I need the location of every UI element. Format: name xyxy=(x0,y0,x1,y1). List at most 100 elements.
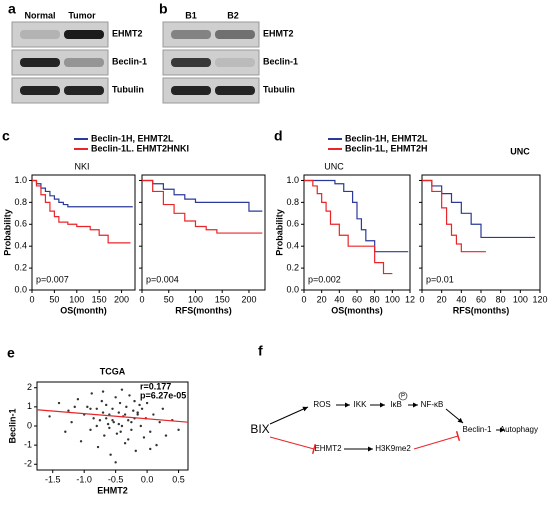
legend-label: Beclin-1L, EHMT2H xyxy=(345,143,428,153)
x-tick-label: 200 xyxy=(241,294,256,304)
scatter-point xyxy=(103,434,106,437)
x-tick-label: 120 xyxy=(532,294,547,304)
protein-label: Tubulin xyxy=(112,84,144,94)
chart-title: UNC xyxy=(324,161,344,171)
arrow-head xyxy=(500,427,505,433)
y-tick-label: 2 xyxy=(27,382,32,392)
survival-curve xyxy=(304,179,409,253)
inhibit-bar xyxy=(311,443,317,455)
plot-frame xyxy=(31,174,136,291)
blot-band xyxy=(171,86,211,95)
scatter-point xyxy=(112,420,115,424)
scatter-point xyxy=(100,399,104,403)
y-tick-label: 1.0 xyxy=(286,175,299,185)
phospho-circle xyxy=(398,391,408,401)
scatter-point xyxy=(128,394,131,397)
x-axis-label: OS(month) xyxy=(60,305,107,315)
blot-band xyxy=(171,58,211,67)
scatter-point xyxy=(95,424,98,428)
scatter-point xyxy=(70,420,73,424)
pathway-node: IKK xyxy=(354,400,368,409)
lane-label: Tumor xyxy=(68,10,96,20)
scatter-point xyxy=(76,398,80,401)
scatter-point xyxy=(67,409,70,412)
scatter-point xyxy=(152,413,155,416)
annotation: r=0.177 xyxy=(140,381,171,391)
x-tick-label: -1.5 xyxy=(45,474,61,484)
scatter-point xyxy=(111,419,114,422)
scatter-point xyxy=(114,396,117,399)
arrow-head xyxy=(380,402,385,408)
scatter-point xyxy=(117,411,120,414)
arrow-head xyxy=(302,406,308,412)
x-tick-label: 60 xyxy=(476,294,486,304)
blot-band xyxy=(171,30,211,39)
survival-curve xyxy=(142,179,263,212)
x-axis-label: EHMT2 xyxy=(97,485,128,495)
scatter-point xyxy=(140,407,144,410)
arrow-head xyxy=(368,446,373,452)
panel-label: d xyxy=(274,128,283,144)
fit-line xyxy=(36,409,189,423)
scatter-point xyxy=(109,453,112,456)
y-tick-label: 0.4 xyxy=(286,241,299,251)
scatter-point xyxy=(120,424,124,428)
scatter-point xyxy=(89,407,92,410)
x-tick-label: 80 xyxy=(370,294,380,304)
annotation: p=6.27e-05 xyxy=(140,390,186,400)
scatter-point xyxy=(106,422,110,426)
blot-band xyxy=(64,30,104,39)
y-tick-label: 0.6 xyxy=(14,219,27,229)
survival-curve xyxy=(142,179,263,234)
scatter-point xyxy=(125,405,128,409)
scatter-point xyxy=(142,436,146,439)
x-tick-label: 0.5 xyxy=(172,474,185,484)
scatter-point xyxy=(161,407,165,410)
scatter-point xyxy=(120,388,124,391)
y-tick-label: 1.0 xyxy=(14,175,27,185)
scatter-point xyxy=(90,392,93,395)
y-tick-label: 1 xyxy=(27,401,32,411)
lane-label: Normal xyxy=(24,10,55,20)
x-tick-label: 12 xyxy=(405,294,415,304)
scatter-point xyxy=(149,430,152,433)
lane-label: B2 xyxy=(227,10,239,20)
scatter-point xyxy=(114,461,117,464)
scatter-point xyxy=(133,399,136,403)
y-tick-label: 0.2 xyxy=(286,262,299,272)
x-axis-label: RFS(months) xyxy=(453,305,510,315)
y-tick-label: 0.4 xyxy=(14,241,27,251)
x-tick-label: 0 xyxy=(29,294,34,304)
y-tick-label: 0.6 xyxy=(286,219,299,229)
blot-band xyxy=(215,58,255,67)
legend-label: Beclin-1L. EHMT2HNKI xyxy=(91,143,189,153)
scatter-point xyxy=(134,449,137,453)
pathway-node: Autophagy xyxy=(500,425,538,434)
scatter-point xyxy=(123,413,127,416)
annotation: p=0.01 xyxy=(426,274,454,284)
scatter-point xyxy=(155,443,158,447)
protein-label: Beclin-1 xyxy=(263,56,298,66)
survival-curve xyxy=(32,179,133,208)
scatter-point xyxy=(127,438,130,441)
arrow-head xyxy=(345,402,350,408)
panel-label: f xyxy=(258,343,263,359)
chart-title: NKI xyxy=(74,161,89,171)
blot-band xyxy=(20,30,60,39)
scatter-point xyxy=(136,413,139,416)
scatter-point xyxy=(119,430,122,433)
scatter-point xyxy=(130,420,133,424)
y-tick-label: 0 xyxy=(27,420,32,430)
chart-title: UNC xyxy=(510,146,530,156)
x-tick-label: 40 xyxy=(334,294,344,304)
scatter-point xyxy=(132,409,135,412)
scatter-point xyxy=(130,428,133,432)
x-tick-label: 100 xyxy=(385,294,400,304)
x-tick-label: 100 xyxy=(513,294,528,304)
scatter-point xyxy=(73,405,76,409)
plot-frame xyxy=(303,174,411,291)
annotation: p=0.007 xyxy=(36,274,69,284)
x-tick-label: 0 xyxy=(419,294,424,304)
arrow xyxy=(269,436,315,450)
